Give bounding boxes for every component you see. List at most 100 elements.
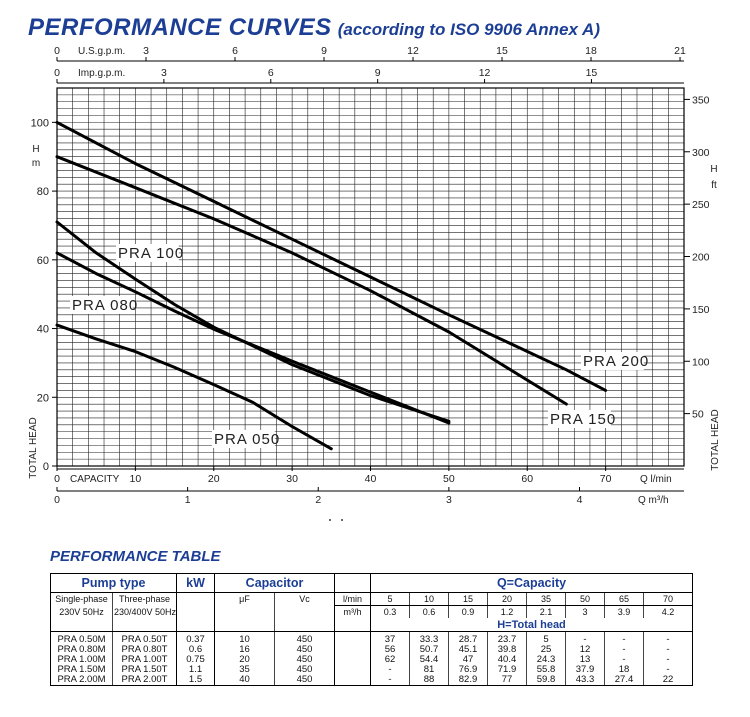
head-value: 13 bbox=[565, 655, 605, 665]
ft-unit-h: H bbox=[710, 164, 717, 175]
head-value: - bbox=[565, 631, 605, 645]
table-title: PERFORMANCE TABLE bbox=[50, 548, 221, 565]
uf-value: 20 bbox=[214, 655, 275, 665]
kw-value: 1.5 bbox=[176, 675, 215, 686]
m3h-cell: 0.3 bbox=[370, 605, 410, 618]
vc-value: 450 bbox=[274, 631, 335, 645]
performance-table: Pump type kW Capacitor Q=Capacity Single… bbox=[50, 573, 694, 686]
series-label-bg bbox=[581, 352, 644, 370]
y-tick-label: 80 bbox=[37, 186, 49, 198]
series-label-bg bbox=[212, 430, 275, 448]
series-label-bg bbox=[70, 296, 133, 314]
ft-tick-label: 150 bbox=[692, 304, 710, 316]
top-axis-tick-label: 3 bbox=[143, 45, 149, 57]
head-value: 50.7 bbox=[409, 645, 449, 655]
lmin-cell: 20 bbox=[487, 592, 527, 606]
uf-value: 35 bbox=[214, 665, 275, 675]
chart-title: PERFORMANCE CURVES bbox=[28, 14, 332, 41]
spacer-cell bbox=[334, 665, 371, 675]
uf-label: μF bbox=[214, 592, 275, 606]
y-tick-label: 20 bbox=[37, 392, 49, 404]
m3h-axis-label: Q m³/h bbox=[638, 495, 669, 506]
head-value: - bbox=[642, 645, 694, 655]
series-label: PRA 150 bbox=[550, 411, 616, 428]
head-value: - bbox=[604, 645, 644, 655]
head-value: 39.8 bbox=[487, 645, 527, 655]
y-unit-h: H bbox=[32, 144, 39, 155]
ft-tick-label: 200 bbox=[692, 252, 710, 264]
single-phase-model: PRA 2.00M bbox=[50, 675, 113, 686]
x-tick-label: 10 bbox=[130, 473, 142, 485]
series-label: PRA 100 bbox=[118, 245, 184, 262]
head-value: 59.8 bbox=[526, 675, 566, 686]
top-axis-tick-label: 15 bbox=[586, 67, 598, 79]
h-total-head-header: H=Total head bbox=[369, 618, 694, 632]
lmin-cell: 10 bbox=[409, 592, 449, 606]
lmin-label: l/min bbox=[334, 592, 371, 606]
head-value: 23.7 bbox=[487, 631, 527, 645]
lmin-cell: 50 bbox=[565, 592, 605, 606]
single-phase-model: PRA 0.50M bbox=[50, 631, 113, 645]
pump-type-header: Pump type bbox=[50, 573, 177, 593]
top-axis-tick-label: 12 bbox=[407, 45, 419, 57]
series-line-pra-080 bbox=[55, 251, 451, 425]
top-axis-tick-label: 0 bbox=[54, 45, 60, 57]
top-axis-tick-label: 9 bbox=[375, 67, 381, 79]
series-line-pra-050 bbox=[55, 323, 333, 451]
head-value: 54.4 bbox=[409, 655, 449, 665]
head-value: 56 bbox=[370, 645, 410, 655]
table-row: PRA 1.50M PRA 1.50T 1.1 35 450-81 76.9 71.9 55.… bbox=[50, 665, 694, 675]
ft-tick-label: 250 bbox=[692, 199, 710, 211]
single-phase-label: Single-phase bbox=[50, 592, 113, 606]
m3h-cell: 4.2 bbox=[642, 605, 694, 618]
single-phase-model: PRA 1.00M bbox=[50, 655, 113, 665]
y-tick-label: 0 bbox=[43, 461, 49, 473]
y-unit-m: m bbox=[32, 158, 40, 169]
x-tick-label: 40 bbox=[365, 473, 377, 485]
m3h-cell: 3.9 bbox=[604, 605, 644, 618]
head-value: - bbox=[642, 631, 694, 645]
kw-value: 0.75 bbox=[176, 655, 215, 665]
ft-unit-ft: ft bbox=[711, 180, 717, 191]
head-value: - bbox=[370, 665, 410, 675]
head-value: 71.9 bbox=[487, 665, 527, 675]
m3h-cell: 0.9 bbox=[448, 605, 488, 618]
table-row: PRA 0.50M PRA 0.50T 0.37 10 450 37 33.3 28.7 23.… bbox=[50, 631, 694, 645]
three-phase-spec: 230/400V 50Hz bbox=[112, 605, 177, 618]
lmin-cell: 70 bbox=[642, 592, 694, 606]
decorative-dot bbox=[329, 519, 331, 521]
x-tick-label: 0 bbox=[54, 473, 60, 485]
series-label-bg bbox=[548, 410, 611, 428]
x-axis-label: CAPACITY bbox=[70, 474, 120, 485]
spacer-cell bbox=[334, 675, 371, 686]
decorative-dot bbox=[341, 519, 343, 521]
m3h-label: m³/h bbox=[334, 605, 371, 618]
single-phase-model: PRA 1.50M bbox=[50, 665, 113, 675]
vc-value: 450 bbox=[274, 645, 335, 655]
m3h-tick-label: 4 bbox=[577, 494, 583, 506]
three-phase-model: PRA 0.50T bbox=[112, 631, 177, 645]
top-axis-tick-label: 9 bbox=[321, 45, 327, 57]
head-value: 43.3 bbox=[565, 675, 605, 686]
three-phase-model: PRA 2.00T bbox=[112, 675, 177, 686]
head-value: - bbox=[604, 655, 644, 665]
three-phase-model: PRA 1.00T bbox=[112, 655, 177, 665]
y-axis-label: TOTAL HEAD bbox=[28, 417, 39, 479]
kw-header: kW bbox=[176, 573, 215, 593]
three-phase-model: PRA 0.80T bbox=[112, 645, 177, 655]
ft-axis-label: TOTAL HEAD bbox=[710, 409, 721, 471]
head-value: 40.4 bbox=[487, 655, 527, 665]
page-title: PERFORMANCE CURVES (according to ISO 9906… bbox=[28, 6, 600, 43]
head-value: - bbox=[642, 655, 694, 665]
series-label: PRA 050 bbox=[214, 431, 280, 448]
three-phase-model: PRA 1.50T bbox=[112, 665, 177, 675]
head-value: 81 bbox=[409, 665, 449, 675]
table-row: PRA 1.00M PRA 1.00T 0.75 20 450 62 54.4 47 40.4 2… bbox=[50, 655, 694, 665]
vc-value: 450 bbox=[274, 675, 335, 686]
top-axis-label: U.S.g.p.m. bbox=[78, 46, 125, 57]
lmin-cell: 35 bbox=[526, 592, 566, 606]
series-line-pra-100 bbox=[55, 220, 451, 423]
m3h-tick-label: 0 bbox=[54, 494, 60, 506]
kw-value: 0.37 bbox=[176, 631, 215, 645]
